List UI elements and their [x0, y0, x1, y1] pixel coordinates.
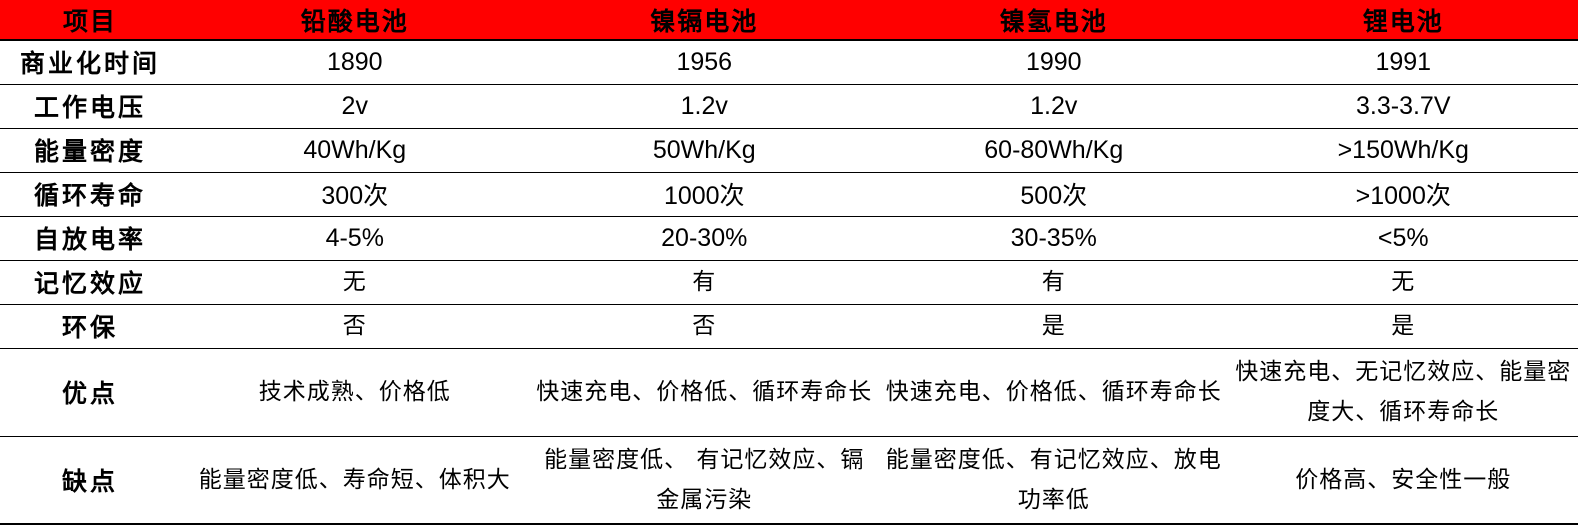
table-cell: >150Wh/Kg: [1229, 128, 1578, 172]
table-row: 环保 否 否 是 是: [0, 304, 1578, 348]
table-row: 自放电率 4-5% 20-30% 30-35% <5%: [0, 216, 1578, 260]
table-cell: 1000次: [530, 172, 880, 216]
table-cell: 有: [530, 260, 880, 304]
table-cell: 3.3-3.7V: [1229, 84, 1578, 128]
row-label: 缺点: [0, 436, 180, 524]
table-cell: 1990: [879, 40, 1229, 84]
row-label: 工作电压: [0, 84, 180, 128]
table-cell: 价格高、安全性一般: [1229, 436, 1578, 524]
table-row: 能量密度 40Wh/Kg 50Wh/Kg 60-80Wh/Kg >150Wh/K…: [0, 128, 1578, 172]
table-cell: 能量密度低、 有记忆效应、镉金属污染: [530, 436, 880, 524]
table-cell: 是: [879, 304, 1229, 348]
table-cell: 500次: [879, 172, 1229, 216]
table-cell: 无: [180, 260, 530, 304]
row-label: 环保: [0, 304, 180, 348]
row-label: 商业化时间: [0, 40, 180, 84]
table-cell: 快速充电、无记忆效应、能量密度大、循环寿命长: [1229, 348, 1578, 436]
header-cell-item: 项目: [0, 0, 180, 40]
header-row: 项目 铅酸电池 镍镉电池 镍氢电池 锂电池: [0, 0, 1578, 40]
table-row: 记忆效应 无 有 有 无: [0, 260, 1578, 304]
header-cell-nimh: 镍氢电池: [879, 0, 1229, 40]
table-cell: 能量密度低、寿命短、体积大: [180, 436, 530, 524]
table-row: 循环寿命 300次 1000次 500次 >1000次: [0, 172, 1578, 216]
header-cell-nicd: 镍镉电池: [530, 0, 880, 40]
table-cell: 1956: [530, 40, 880, 84]
header-cell-lead-acid: 铅酸电池: [180, 0, 530, 40]
header-cell-lithium: 锂电池: [1229, 0, 1578, 40]
table-cell: 1.2v: [879, 84, 1229, 128]
table-cell: 1890: [180, 40, 530, 84]
table-cell: 否: [180, 304, 530, 348]
table-cell: 60-80Wh/Kg: [879, 128, 1229, 172]
table-cell: 有: [879, 260, 1229, 304]
table-cell: 1.2v: [530, 84, 880, 128]
table-cell: 快速充电、价格低、循环寿命长: [879, 348, 1229, 436]
row-label: 自放电率: [0, 216, 180, 260]
table-cell: 50Wh/Kg: [530, 128, 880, 172]
table-cell: 技术成熟、价格低: [180, 348, 530, 436]
table-row: 优点 技术成熟、价格低 快速充电、价格低、循环寿命长 快速充电、价格低、循环寿命…: [0, 348, 1578, 436]
row-label: 优点: [0, 348, 180, 436]
table-row: 工作电压 2v 1.2v 1.2v 3.3-3.7V: [0, 84, 1578, 128]
row-label: 记忆效应: [0, 260, 180, 304]
table-cell: 4-5%: [180, 216, 530, 260]
table-cell: 40Wh/Kg: [180, 128, 530, 172]
table-cell: 2v: [180, 84, 530, 128]
table-row: 商业化时间 1890 1956 1990 1991: [0, 40, 1578, 84]
table-cell: 30-35%: [879, 216, 1229, 260]
table-cell: 否: [530, 304, 880, 348]
table-row: 缺点 能量密度低、寿命短、体积大 能量密度低、 有记忆效应、镉金属污染 能量密度…: [0, 436, 1578, 524]
table-cell: 无: [1229, 260, 1578, 304]
table-cell: >1000次: [1229, 172, 1578, 216]
table-cell: 1991: [1229, 40, 1578, 84]
row-label: 能量密度: [0, 128, 180, 172]
row-label: 循环寿命: [0, 172, 180, 216]
table-cell: 能量密度低、有记忆效应、放电功率低: [879, 436, 1229, 524]
table-cell: 快速充电、价格低、循环寿命长: [530, 348, 880, 436]
table-cell: 是: [1229, 304, 1578, 348]
table-cell: 20-30%: [530, 216, 880, 260]
table-cell: <5%: [1229, 216, 1578, 260]
table-cell: 300次: [180, 172, 530, 216]
